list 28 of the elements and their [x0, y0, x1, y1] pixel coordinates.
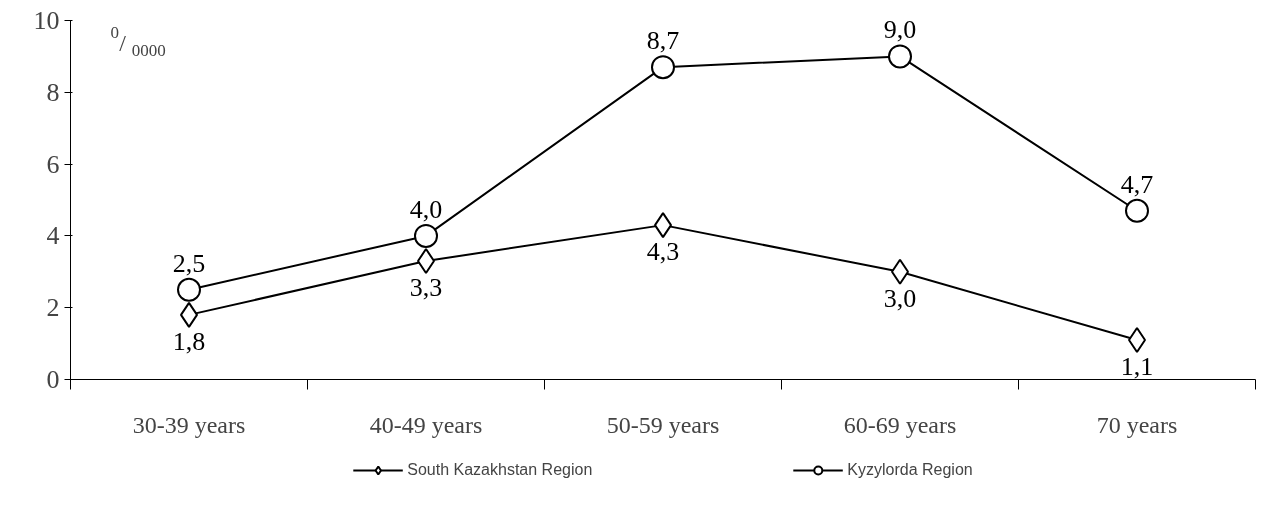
data-label: 3,3 — [409, 273, 443, 303]
x-tick-label: 70 years — [1096, 411, 1178, 438]
data-label: 9,0 — [883, 15, 917, 45]
data-label: 2,5 — [172, 248, 206, 278]
legend-label: South Kazakhstan Region — [407, 461, 593, 479]
y-tick-label: 6 — [46, 149, 60, 179]
y-tick-label: 2 — [46, 293, 60, 323]
data-label: 8,7 — [646, 26, 680, 56]
point — [1125, 198, 1149, 223]
y-tick-label: 8 — [46, 77, 60, 107]
point — [888, 44, 912, 69]
point — [177, 277, 201, 302]
data-label: 4,3 — [646, 237, 680, 267]
legend-label: Kyzylorda Region — [847, 461, 973, 479]
y-tick-label: 4 — [46, 221, 60, 251]
point — [414, 223, 438, 248]
data-label: 1,8 — [172, 326, 206, 356]
y-tick-label: 10 — [33, 6, 60, 35]
x-tick-label: 50-59 years — [606, 411, 720, 438]
x-tick-label: 30-39 years — [132, 411, 246, 438]
x-tick-label: 40-49 years — [369, 411, 483, 438]
data-label: 3,0 — [883, 283, 917, 313]
point — [651, 55, 675, 80]
data-label: 1,1 — [1120, 352, 1154, 382]
y-tick-label: 0 — [46, 365, 60, 394]
data-label: 4,0 — [409, 194, 443, 224]
x-tick-label: 60-69 years — [843, 411, 957, 438]
data-label: 4,7 — [1120, 169, 1154, 199]
